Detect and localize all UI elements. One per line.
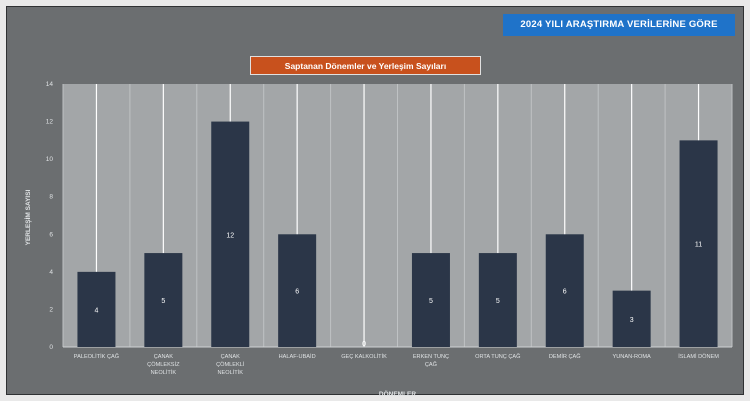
x-tick-label: PALEOLİTİK ÇAĞ — [74, 353, 119, 360]
y-tick-label: 0 — [49, 344, 53, 351]
data-label: 5 — [429, 298, 433, 305]
x-tick-label: İSLAMİ DÖNEM — [678, 353, 719, 360]
y-tick-label: 12 — [46, 119, 54, 126]
data-label: 5 — [161, 298, 165, 305]
y-tick-label: 4 — [49, 269, 53, 276]
y-tick-label: 10 — [46, 156, 54, 163]
y-tick-label: 6 — [49, 231, 53, 238]
data-label: 0 — [362, 341, 366, 348]
x-tick-label: HALAF-UBAİD — [279, 353, 316, 360]
data-label: 4 — [94, 307, 98, 314]
x-tick-label: ERKEN TUNÇ ÇAĞ — [413, 354, 449, 368]
x-tick-label: ORTA TUNÇ ÇAĞ — [475, 353, 520, 360]
data-label: 12 — [226, 232, 234, 239]
data-label: 6 — [563, 289, 567, 296]
x-tick-label: GEÇ KALKOLİTİK — [341, 353, 387, 360]
x-tick-label: ÇANAK ÇÖMLEKSİZ NEOLİTİK — [147, 354, 180, 376]
x-tick-label: ÇANAK ÇÖMLEKLİ NEOLİTİK — [216, 354, 245, 376]
x-tick-label: DEMİR ÇAĞ — [549, 353, 581, 360]
y-tick-label: 14 — [46, 81, 54, 88]
y-tick-label: 8 — [49, 194, 53, 201]
x-axis-title: DÖNEMLER — [379, 389, 417, 398]
y-axis-title: YERLEŞİM SAYISI — [24, 189, 32, 245]
data-label: 3 — [630, 317, 634, 324]
data-label: 5 — [496, 298, 500, 305]
y-tick-label: 2 — [49, 306, 53, 313]
x-tick-label: YUNAN-ROMA — [613, 354, 651, 360]
data-label: 6 — [295, 289, 299, 296]
data-label: 11 — [695, 242, 702, 249]
